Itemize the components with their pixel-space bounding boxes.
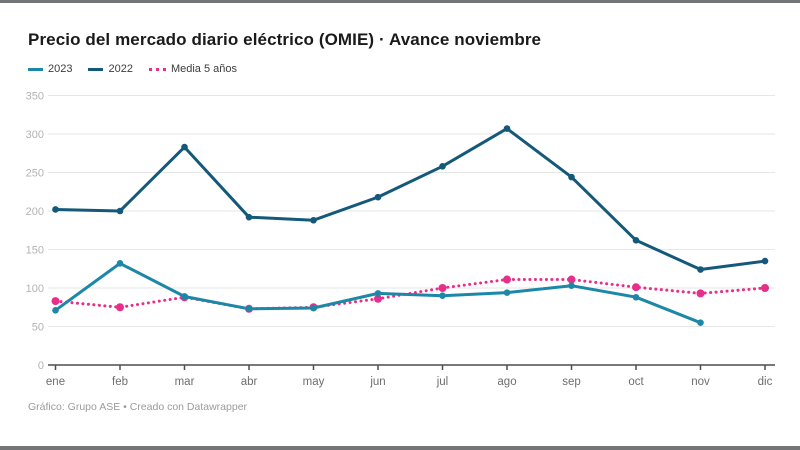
data-point-2023 xyxy=(181,293,188,300)
x-axis-tick-label: dic xyxy=(758,376,773,388)
data-point-2023 xyxy=(116,260,124,267)
data-point-2022 xyxy=(632,236,640,244)
series-line-2022 xyxy=(54,127,767,271)
x-axis-tick-label: may xyxy=(303,376,325,388)
x-axis-tick-label: sep xyxy=(562,376,581,388)
legend-label: Media 5 años xyxy=(170,63,238,75)
chart-title: Precio del mercado diario eléctrico (OMI… xyxy=(28,30,542,49)
data-point-2022 xyxy=(310,216,317,224)
legend-swatch-icon xyxy=(88,67,104,71)
chart-plot: 0 50 100 150 200 250 300 350 ene feb mar abr may jun j… xyxy=(26,91,775,388)
data-point-2023 xyxy=(52,307,59,314)
x-axis-tick-label: abr xyxy=(241,376,258,388)
data-point-media-5-años xyxy=(503,275,511,284)
x-axis-tick-label: ene xyxy=(46,376,65,388)
data-point-2022 xyxy=(503,125,511,132)
x-axis-tick-label: ago xyxy=(497,376,516,388)
data-point-2023 xyxy=(632,293,640,301)
legend-swatch-icon xyxy=(28,67,43,71)
data-point-media-5-años xyxy=(374,294,382,303)
chart-footer: Gráfico: Grupo ASE • Creado con Datawrap… xyxy=(28,401,248,413)
data-point-2022 xyxy=(374,193,382,201)
x-axis-tick-label: mar xyxy=(175,376,195,388)
x-axis-tick-label: jul xyxy=(436,376,449,388)
data-point-2022 xyxy=(181,143,188,151)
x-axis-tick-label: nov xyxy=(691,376,710,388)
data-point-2022 xyxy=(568,173,575,181)
data-point-media-5-años xyxy=(696,289,705,298)
data-point-2022 xyxy=(761,257,769,265)
legend-swatch-icon xyxy=(148,67,166,71)
bottom-frame-bar xyxy=(0,446,800,450)
data-point-2023 xyxy=(245,305,253,313)
data-point-media-5-años xyxy=(567,275,576,284)
legend-item-0: 2023 xyxy=(28,63,72,75)
data-point-2023 xyxy=(697,319,704,326)
data-point-2022 xyxy=(245,213,253,221)
legend-label: 2023 xyxy=(48,63,73,75)
data-point-2023 xyxy=(310,304,317,312)
legend-item-2: Media 5 años xyxy=(148,63,238,75)
data-point-media-5-años xyxy=(51,297,60,306)
x-axis-tick-label: jun xyxy=(369,376,385,388)
data-point-2023 xyxy=(568,282,575,289)
data-point-2023 xyxy=(503,289,511,296)
data-point-2022 xyxy=(52,206,59,213)
y-axis-tick-label: 250 xyxy=(26,168,44,180)
y-axis-tick-label: 100 xyxy=(26,283,44,295)
chart-legend: 2023 2022 Media 5 años xyxy=(28,63,237,75)
data-point-media-5-años xyxy=(116,303,124,312)
y-axis-tick-label: 50 xyxy=(32,322,44,334)
y-axis-tick-label: 300 xyxy=(26,129,44,141)
data-point-2022 xyxy=(697,266,704,273)
y-axis-tick-label: 200 xyxy=(26,206,44,218)
y-axis-tick-label: 0 xyxy=(38,360,44,372)
data-point-2022 xyxy=(439,163,446,170)
y-axis-tick-label: 150 xyxy=(26,245,44,257)
legend-label: 2022 xyxy=(108,63,133,75)
top-frame-bar xyxy=(0,0,800,3)
x-axis-tick-label: oct xyxy=(628,376,644,388)
legend-item-1: 2022 xyxy=(88,63,133,75)
data-point-media-5-años xyxy=(438,284,447,292)
data-point-2023 xyxy=(439,292,446,299)
data-point-media-5-años xyxy=(632,283,640,292)
y-axis-tick-label: 350 xyxy=(26,91,44,103)
x-axis-tick-label: feb xyxy=(112,376,128,388)
data-point-2022 xyxy=(116,207,124,215)
data-point-2023 xyxy=(374,290,382,297)
data-point-media-5-años xyxy=(761,284,769,292)
